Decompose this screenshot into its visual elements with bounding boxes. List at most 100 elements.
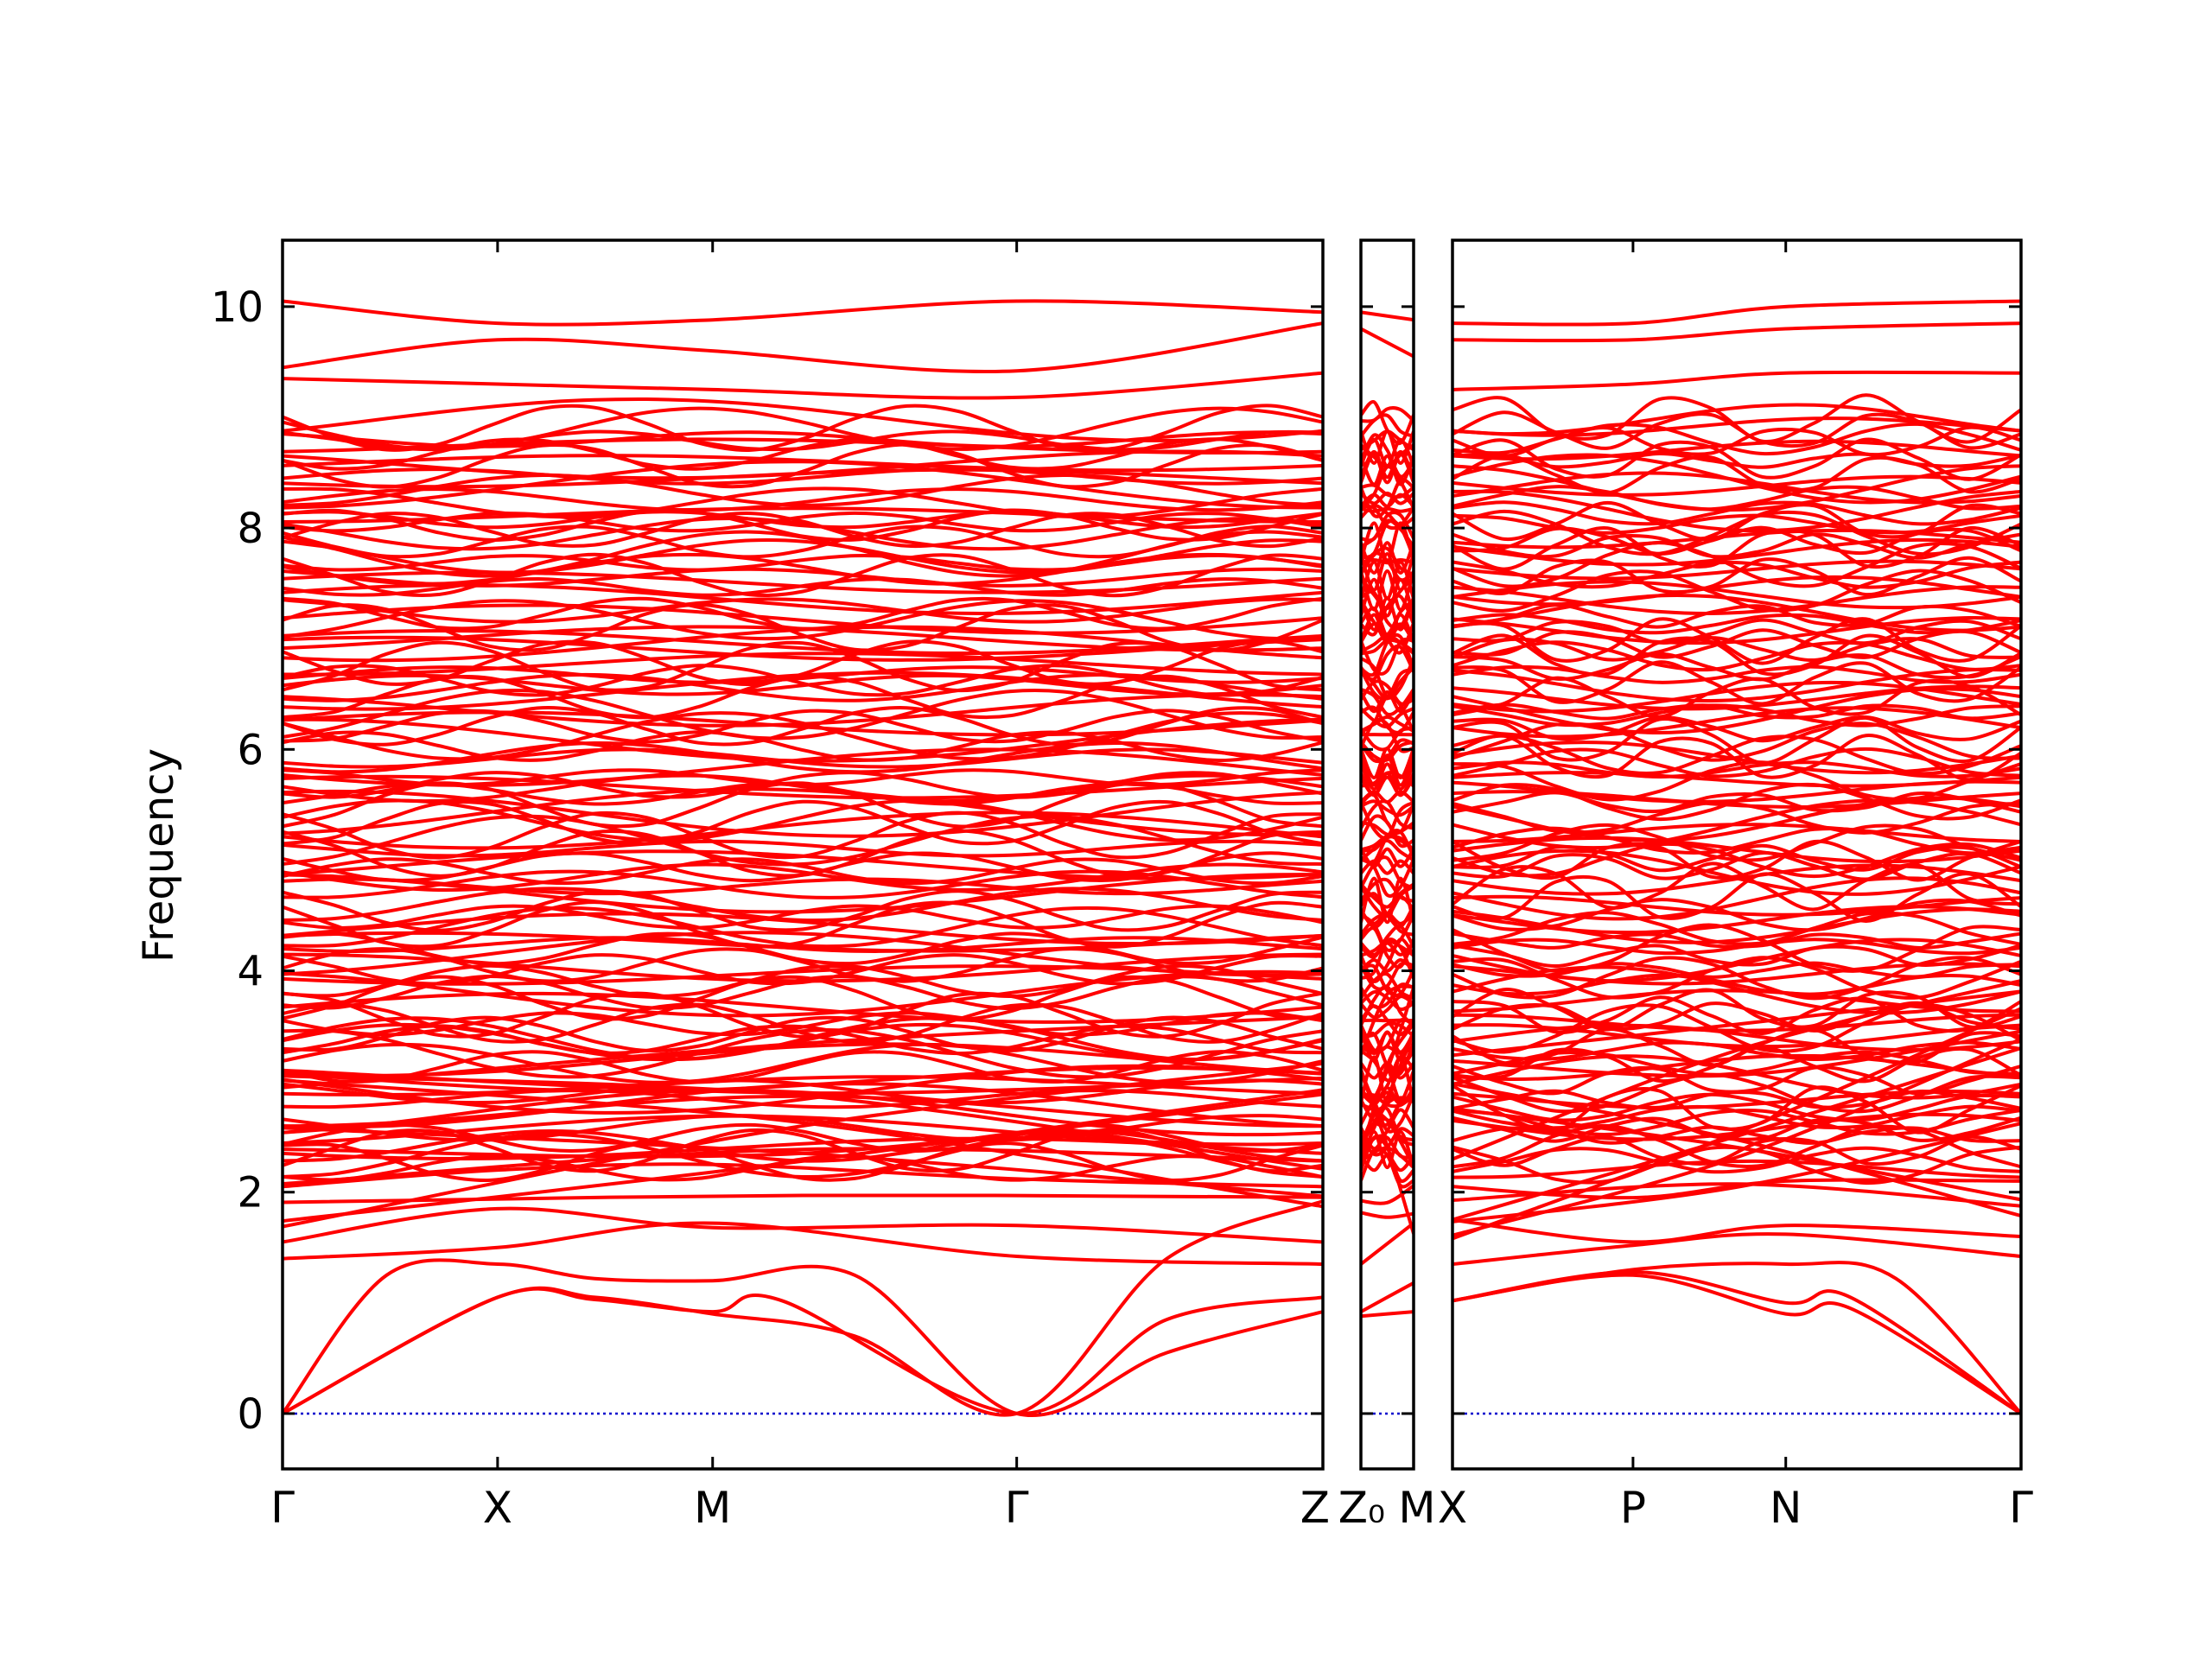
optical-branch bbox=[1361, 551, 1414, 592]
optical-branch bbox=[283, 1089, 1323, 1109]
optical-branch bbox=[1452, 594, 2021, 632]
optical-branch bbox=[283, 798, 1323, 842]
optical-branch bbox=[283, 810, 1323, 860]
optical-branch bbox=[1452, 453, 2021, 505]
acoustic-branch bbox=[283, 1258, 1323, 1417]
optical-branch bbox=[1361, 1154, 1414, 1173]
optical-branch bbox=[1361, 1184, 1414, 1205]
optical-branch bbox=[1452, 823, 2021, 862]
optical-branch bbox=[283, 1092, 1323, 1159]
optical-branch bbox=[1361, 995, 1414, 1020]
optical-branch bbox=[283, 597, 1323, 624]
optical-branch bbox=[283, 442, 1323, 489]
optical-branch bbox=[283, 991, 1323, 1024]
optical-branch bbox=[283, 1147, 1323, 1185]
optical-branch bbox=[1361, 882, 1414, 909]
optical-branch bbox=[283, 628, 1323, 656]
optical-branch bbox=[1452, 989, 2021, 1058]
optical-branch bbox=[1452, 1084, 2021, 1135]
k-point-label: X bbox=[1438, 1483, 1467, 1533]
optical-branch bbox=[1361, 801, 1414, 840]
optical-branch bbox=[283, 963, 1323, 999]
k-point-label: Γ bbox=[270, 1483, 295, 1533]
panel-frame bbox=[281, 238, 1325, 1471]
optical-branch bbox=[283, 596, 1323, 631]
k-point-label: Z bbox=[1300, 1483, 1330, 1533]
optical-branch bbox=[1361, 541, 1414, 575]
k-point-label: Γ bbox=[2009, 1483, 2033, 1533]
optical-branch bbox=[283, 538, 1323, 575]
optical-branch bbox=[1452, 760, 2021, 802]
optical-branch bbox=[1452, 872, 2021, 924]
panel-frame bbox=[1451, 238, 2023, 1471]
optical-branch bbox=[283, 771, 1323, 799]
band-lines bbox=[283, 299, 1323, 1417]
optical-branch bbox=[283, 1114, 1323, 1142]
optical-branch bbox=[1452, 988, 2021, 1014]
optical-branch bbox=[1452, 299, 2021, 327]
optical-branch bbox=[1361, 644, 1414, 682]
optical-branch bbox=[283, 789, 1323, 838]
optical-branch bbox=[1452, 734, 2021, 776]
optical-branch bbox=[283, 570, 1323, 594]
optical-branch bbox=[283, 1078, 1323, 1209]
optical-branch bbox=[283, 524, 1323, 559]
optical-branch bbox=[1452, 1053, 2021, 1081]
optical-branch bbox=[1452, 1217, 2021, 1244]
optical-branch bbox=[283, 889, 1323, 932]
optical-branch bbox=[1361, 1031, 1414, 1054]
band-lines bbox=[1452, 299, 2021, 1415]
optical-branch bbox=[1452, 403, 2021, 436]
optical-branch bbox=[283, 810, 1323, 850]
optical-branch bbox=[283, 321, 1323, 374]
optical-branch bbox=[1452, 1064, 2021, 1096]
optical-branch bbox=[283, 705, 1323, 747]
optical-branch bbox=[283, 406, 1323, 451]
optical-branch bbox=[1452, 556, 2021, 597]
optical-branch bbox=[283, 862, 1323, 893]
optical-branch bbox=[1361, 984, 1414, 1056]
acoustic-branch bbox=[1452, 1261, 2021, 1415]
y-tick-label: 4 bbox=[237, 948, 264, 996]
optical-branch bbox=[283, 969, 1323, 1018]
optical-branch bbox=[1361, 690, 1414, 714]
optical-branch bbox=[1452, 613, 2021, 635]
optical-branch bbox=[1452, 978, 2021, 1161]
k-point-label: P bbox=[1620, 1483, 1646, 1533]
k-point-label: M bbox=[694, 1483, 731, 1533]
optical-branch bbox=[283, 693, 1323, 728]
optical-branch bbox=[1452, 1023, 2021, 1049]
optical-branch bbox=[1361, 433, 1414, 479]
optical-branch bbox=[1452, 660, 2021, 706]
optical-branch bbox=[1361, 1103, 1414, 1167]
optical-branch bbox=[283, 814, 1323, 867]
k-point-label: N bbox=[1770, 1483, 1802, 1533]
optical-branch bbox=[1452, 393, 2021, 444]
y-tick-label: 2 bbox=[237, 1169, 264, 1217]
optical-branch bbox=[283, 1065, 1323, 1093]
optical-branch bbox=[1452, 500, 2021, 526]
optical-branch bbox=[1361, 1022, 1414, 1156]
k-point-label: M bbox=[1398, 1483, 1435, 1533]
optical-branch bbox=[283, 991, 1323, 1039]
optical-branch bbox=[1452, 931, 2021, 950]
optical-branch bbox=[283, 567, 1323, 588]
acoustic-branch bbox=[1361, 1281, 1414, 1313]
optical-branch bbox=[1452, 706, 2021, 739]
optical-branch bbox=[283, 887, 1323, 923]
optical-branch bbox=[1452, 560, 2021, 589]
optical-branch bbox=[1452, 500, 2021, 542]
optical-branch bbox=[1452, 839, 2021, 882]
optical-branch bbox=[1361, 1071, 1414, 1235]
optical-branch bbox=[1452, 489, 2021, 533]
optical-branch bbox=[1361, 310, 1414, 322]
optical-branch bbox=[283, 906, 1323, 949]
optical-branch bbox=[1452, 321, 2021, 343]
optical-branch bbox=[1452, 1007, 2021, 1241]
y-tick-label: 6 bbox=[237, 726, 264, 774]
optical-branch bbox=[1361, 1096, 1414, 1160]
optical-branch bbox=[283, 404, 1323, 452]
optical-branch bbox=[1361, 569, 1414, 612]
optical-branch bbox=[283, 829, 1323, 878]
